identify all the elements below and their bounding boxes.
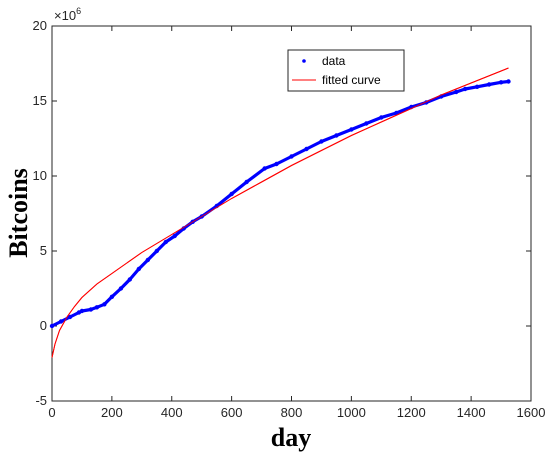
y-tick-label: 0 [40, 318, 47, 333]
data-point [102, 302, 107, 307]
data-point [229, 191, 234, 197]
data-point [349, 127, 354, 132]
legend-label-fitted-curve: fitted curve [322, 73, 381, 87]
x-axis-label: day [271, 423, 311, 452]
data-point [58, 319, 64, 324]
x-tick-label: 1200 [397, 405, 426, 420]
series-line-fitted-curve-overlay [51, 67, 509, 358]
y-tick-label: 15 [33, 93, 47, 108]
data-point [289, 154, 294, 159]
data-point [304, 146, 309, 152]
data-point [262, 166, 267, 171]
data-point [136, 266, 141, 272]
series-layer [49, 67, 511, 358]
x-tick-label: 1000 [337, 405, 366, 420]
data-point [474, 84, 480, 90]
data-point [454, 89, 459, 95]
x-tick-label: 800 [281, 405, 303, 420]
x-tick-label: 600 [221, 405, 243, 420]
data-point [49, 323, 55, 329]
data-point [88, 307, 94, 312]
data-point [154, 248, 159, 254]
data-point [394, 110, 399, 116]
y-multiplier: ×106 [54, 6, 81, 23]
data-point [486, 82, 492, 87]
legend: data fitted curve [287, 49, 405, 92]
data-point [462, 86, 468, 92]
x-tick-label: 0 [48, 405, 55, 420]
data-point [118, 286, 124, 291]
data-point [67, 314, 73, 320]
data-point [163, 239, 168, 245]
data-point [79, 308, 85, 314]
data-point [498, 80, 504, 85]
data-point [181, 226, 186, 231]
legend-label-data: data [322, 54, 346, 68]
legend-marker-data [302, 59, 306, 63]
data-point [506, 79, 511, 84]
x-tick-label: 1600 [517, 405, 546, 420]
y-tick-label: 20 [33, 18, 47, 33]
x-tick-label: 1400 [457, 405, 486, 420]
data-point [127, 277, 132, 282]
data-point [172, 233, 177, 239]
data-point [274, 161, 279, 167]
x-tick-label: 200 [101, 405, 123, 420]
data-point [364, 121, 369, 126]
data-point [244, 179, 249, 185]
y-tick-label: 5 [40, 243, 47, 258]
data-point [379, 115, 384, 120]
x-tick-label: 400 [161, 405, 183, 420]
data-point [319, 139, 324, 144]
y-axis-label: Bitcoins [4, 168, 33, 258]
y-tick-label: -5 [35, 393, 47, 408]
y-tick-label: 10 [33, 168, 47, 183]
data-point [94, 305, 100, 310]
data-point [334, 133, 339, 138]
data-point [109, 294, 115, 299]
data-point [145, 257, 150, 263]
legend-box [287, 49, 405, 92]
